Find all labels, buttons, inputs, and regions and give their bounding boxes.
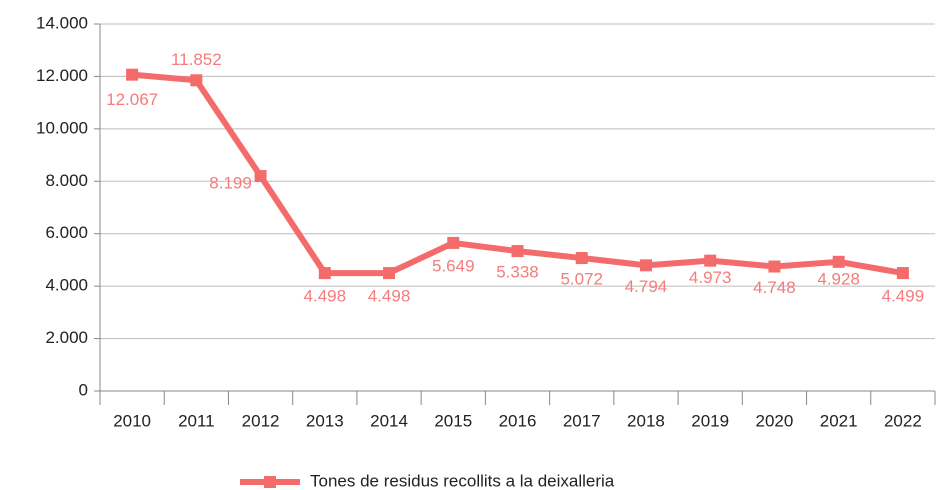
marker xyxy=(704,254,717,267)
y-tick-label: 8.000 xyxy=(45,171,88,190)
x-tick-label: 2011 xyxy=(178,411,215,430)
y-tick-label: 4.000 xyxy=(45,276,88,295)
marker xyxy=(511,245,524,258)
marker xyxy=(575,252,588,265)
value-label: 5.338 xyxy=(496,263,539,282)
value-label: 4.499 xyxy=(882,287,925,306)
marker xyxy=(639,259,652,272)
legend-label: Tones de residus recollits a la deixalle… xyxy=(310,471,615,490)
marker xyxy=(896,267,909,280)
y-tick-label: 12.000 xyxy=(36,66,88,85)
value-label: 4.794 xyxy=(625,277,668,296)
value-label: 5.649 xyxy=(432,256,475,275)
value-label: 12.067 xyxy=(106,90,158,109)
x-tick-label: 2020 xyxy=(756,411,794,430)
marker xyxy=(318,267,331,280)
marker xyxy=(768,260,781,273)
y-tick-label: 2.000 xyxy=(45,328,88,347)
value-label: 4.498 xyxy=(368,287,411,306)
x-tick-label: 2010 xyxy=(113,411,151,430)
marker xyxy=(447,236,460,249)
y-tick-label: 0 xyxy=(79,380,88,399)
value-label: 4.973 xyxy=(689,268,732,287)
marker xyxy=(832,255,845,268)
x-tick-label: 2019 xyxy=(691,411,729,430)
y-tick-label: 14.000 xyxy=(36,13,88,32)
marker xyxy=(383,267,396,280)
value-label: 8.199 xyxy=(209,174,252,193)
marker xyxy=(190,74,203,87)
x-tick-label: 2021 xyxy=(820,411,858,430)
value-label: 4.748 xyxy=(753,278,796,297)
x-tick-label: 2013 xyxy=(306,411,344,430)
y-tick-label: 6.000 xyxy=(45,223,88,242)
x-tick-label: 2014 xyxy=(370,411,408,430)
x-tick-label: 2017 xyxy=(563,411,601,430)
x-tick-label: 2022 xyxy=(884,411,922,430)
value-label: 5.072 xyxy=(560,270,603,289)
value-label: 11.852 xyxy=(171,50,222,69)
y-tick-label: 10.000 xyxy=(36,118,88,137)
marker xyxy=(254,170,267,183)
marker xyxy=(126,68,139,81)
x-tick-label: 2012 xyxy=(242,411,280,430)
value-label: 4.498 xyxy=(304,287,347,306)
x-tick-label: 2015 xyxy=(434,411,472,430)
legend-marker xyxy=(264,476,276,488)
value-label: 4.928 xyxy=(817,269,860,288)
x-tick-label: 2018 xyxy=(627,411,665,430)
x-tick-label: 2016 xyxy=(499,411,537,430)
